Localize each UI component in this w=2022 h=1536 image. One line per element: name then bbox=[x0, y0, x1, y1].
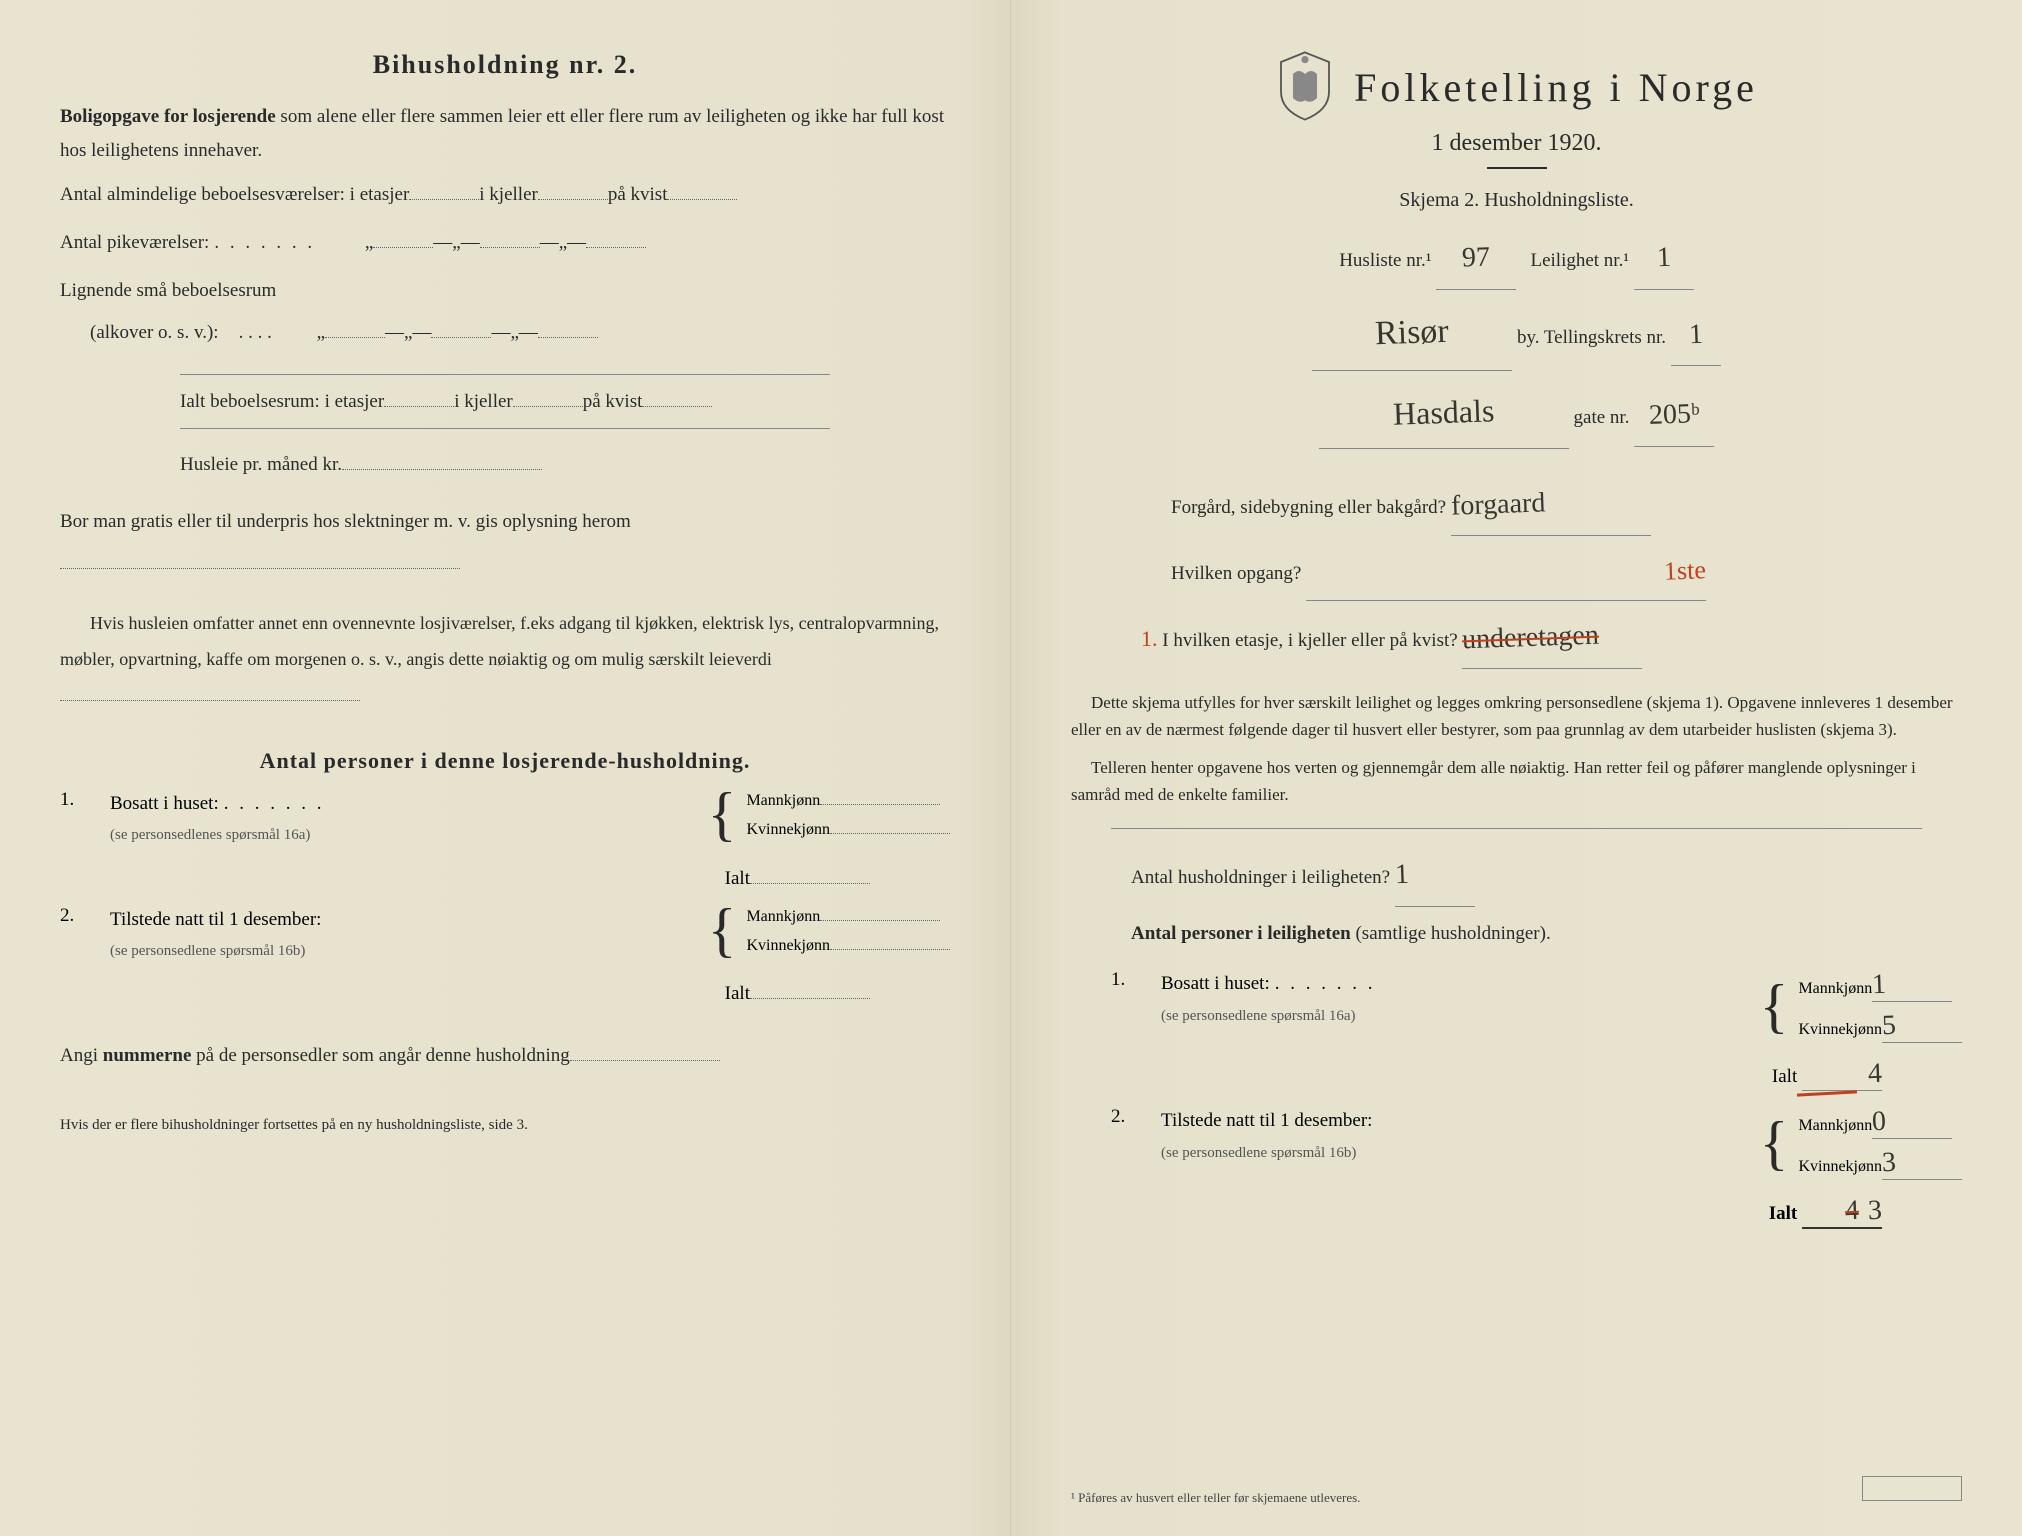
right-page: Folketelling i Norge 1 desember 1920. Sk… bbox=[1011, 0, 2022, 1536]
instructions-1: Dette skjema utfylles for hver særskilt … bbox=[1071, 689, 1962, 743]
q1-row: 1. Bosatt i huset: (se personsedlenes sp… bbox=[60, 789, 950, 850]
left-page: Bihusholdning nr. 2. Boligopgave for los… bbox=[0, 0, 1011, 1536]
ialt-2: Ialt bbox=[60, 980, 950, 1005]
forgard-line: Forgård, sidebygning eller bakgård? forg… bbox=[1171, 474, 1962, 537]
ialt-1: Ialt bbox=[60, 865, 950, 890]
r-q2-row: 2. Tilstede natt til 1 desember: (se per… bbox=[1111, 1106, 1962, 1180]
antal-hush-line: Antal husholdninger i leiligheten? 1 bbox=[1131, 844, 1962, 907]
total-rooms-line: Ialt beboelsesrum: i etasjeri kjellerpå … bbox=[180, 381, 950, 423]
r-q1-row: 1. Bosatt i huset: (se personsedlene spø… bbox=[1111, 969, 1962, 1043]
etasje-line: 1. I hvilken etasje, i kjeller eller på … bbox=[1141, 607, 1962, 670]
alcove-line: Lignende små beboelsesrum (alkover o. s.… bbox=[60, 270, 950, 354]
left-footnote: Hvis der er flere bihusholdninger fortse… bbox=[60, 1117, 950, 1134]
printer-stamp bbox=[1862, 1476, 1962, 1501]
r-ialt-2: Ialt 4 3 bbox=[1071, 1195, 1962, 1229]
title-block: Folketelling i Norge 1 desember 1920. bbox=[1071, 50, 1962, 169]
rent-line: Husleie pr. måned kr. bbox=[180, 444, 950, 486]
persons-heading: Antal personer i denne losjerende-hushol… bbox=[60, 748, 950, 774]
by-line: Risør by. Tellingskrets nr. 1 bbox=[1071, 296, 1962, 372]
form-title: Skjema 2. Husholdningsliste. bbox=[1071, 189, 1962, 212]
crest-icon bbox=[1275, 50, 1335, 125]
right-footnote: ¹ Påføres av husvert eller teller før sk… bbox=[1071, 1490, 1360, 1506]
person-numbers-line: Angi nummerne på de personsedler som ang… bbox=[60, 1035, 950, 1077]
gate-line: Hasdals gate nr. 205ᵇ bbox=[1071, 377, 1962, 448]
r-ialt-1: Ialt 4 bbox=[1071, 1058, 1962, 1091]
husliste-line: Husliste nr.¹ 97 Leilighet nr.¹ 1 bbox=[1071, 227, 1962, 290]
maid-rooms-line: Antal pikeværelser: „—„——„— bbox=[60, 222, 950, 264]
census-document: Bihusholdning nr. 2. Boligopgave for los… bbox=[0, 0, 2022, 1536]
subtitle: 1 desember 1920. bbox=[1071, 130, 1962, 157]
divider bbox=[1487, 167, 1547, 169]
opgang-line: Hvilken opgang? 1ste bbox=[1171, 542, 1962, 600]
intro-bold: Boligopgave for losjerende bbox=[60, 106, 276, 127]
free-rent-line: Bor man gratis eller til underpris hos s… bbox=[60, 501, 950, 585]
intro-paragraph: Boligopgave for losjerende som alene ell… bbox=[60, 100, 950, 168]
q2-row: 2. Tilstede natt til 1 desember: (se per… bbox=[60, 905, 950, 966]
instructions-2: Telleren henter opgavene hos verten og g… bbox=[1071, 754, 1962, 808]
persons-heading-right: Antal personer i leiligheten (samtlige h… bbox=[1131, 913, 1962, 955]
rooms-line: Antal almindelige beboelsesværelser: i e… bbox=[60, 174, 950, 216]
rent-details-text: Hvis husleien omfatter annet enn ovennev… bbox=[60, 605, 950, 713]
main-title: Folketelling i Norge bbox=[1354, 64, 1758, 111]
left-heading: Bihusholdning nr. 2. bbox=[60, 50, 950, 80]
